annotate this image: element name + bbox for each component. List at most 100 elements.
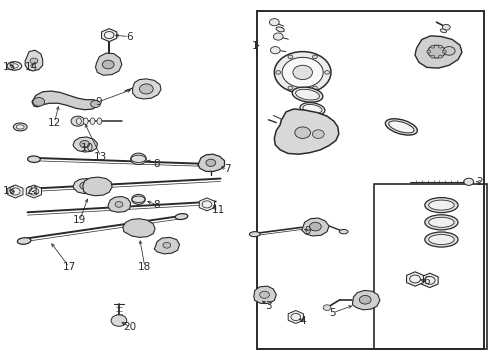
Ellipse shape [132, 196, 145, 203]
Text: 21: 21 [26, 186, 39, 197]
Ellipse shape [300, 103, 325, 115]
Polygon shape [199, 198, 215, 211]
Circle shape [270, 46, 280, 54]
Circle shape [202, 201, 212, 208]
Text: 14: 14 [24, 62, 38, 72]
Text: 18: 18 [138, 262, 151, 272]
Text: 10: 10 [81, 143, 94, 153]
Circle shape [111, 315, 127, 326]
Polygon shape [198, 154, 224, 171]
Ellipse shape [13, 123, 27, 131]
Text: 1: 1 [251, 41, 258, 50]
Circle shape [427, 50, 431, 53]
Ellipse shape [389, 121, 414, 133]
Polygon shape [101, 29, 117, 41]
Circle shape [313, 55, 318, 59]
Circle shape [30, 58, 38, 64]
Circle shape [102, 60, 114, 69]
Circle shape [132, 194, 146, 204]
Text: 13: 13 [94, 152, 107, 162]
Ellipse shape [303, 104, 322, 113]
Circle shape [424, 276, 435, 284]
Ellipse shape [131, 155, 146, 162]
Circle shape [71, 116, 85, 126]
Circle shape [293, 65, 313, 80]
Circle shape [260, 291, 270, 298]
Circle shape [295, 127, 311, 138]
Ellipse shape [83, 118, 88, 125]
Polygon shape [421, 273, 438, 288]
Ellipse shape [76, 118, 81, 125]
Circle shape [442, 50, 446, 53]
Polygon shape [154, 237, 179, 254]
Circle shape [10, 188, 20, 195]
Ellipse shape [295, 89, 319, 100]
Circle shape [80, 182, 90, 189]
Circle shape [140, 84, 153, 94]
Text: 8: 8 [154, 159, 160, 169]
Polygon shape [32, 91, 98, 110]
Text: 16: 16 [3, 186, 16, 197]
Circle shape [274, 51, 331, 93]
Text: 6: 6 [423, 276, 430, 286]
Ellipse shape [276, 27, 284, 32]
Polygon shape [108, 197, 131, 212]
Circle shape [431, 45, 435, 48]
Circle shape [131, 153, 147, 165]
Polygon shape [123, 219, 155, 237]
Polygon shape [288, 311, 303, 323]
Polygon shape [25, 50, 43, 71]
Circle shape [325, 71, 330, 74]
Ellipse shape [429, 234, 454, 244]
Circle shape [270, 19, 279, 26]
Text: 7: 7 [224, 164, 231, 174]
Text: 8: 8 [154, 200, 160, 210]
Ellipse shape [425, 215, 458, 230]
Ellipse shape [425, 198, 458, 213]
Circle shape [163, 242, 171, 248]
Ellipse shape [429, 217, 454, 227]
Ellipse shape [249, 231, 260, 237]
Ellipse shape [198, 162, 209, 168]
Circle shape [115, 202, 123, 207]
Polygon shape [274, 109, 339, 154]
Ellipse shape [7, 62, 22, 70]
Bar [374, 184, 487, 348]
Ellipse shape [27, 156, 40, 162]
Circle shape [464, 178, 474, 185]
Polygon shape [407, 272, 423, 286]
Text: 19: 19 [73, 215, 86, 225]
Circle shape [442, 24, 450, 30]
Polygon shape [96, 53, 122, 75]
Circle shape [431, 55, 435, 58]
Circle shape [310, 222, 321, 231]
Polygon shape [73, 137, 98, 152]
Ellipse shape [17, 238, 31, 244]
Text: 9: 9 [95, 97, 102, 107]
Circle shape [323, 305, 331, 311]
Polygon shape [83, 177, 112, 196]
Text: 11: 11 [212, 206, 225, 216]
Text: 5: 5 [330, 308, 336, 318]
Circle shape [276, 71, 281, 74]
Ellipse shape [385, 119, 417, 135]
Circle shape [313, 130, 324, 138]
Circle shape [439, 45, 442, 48]
Circle shape [282, 57, 323, 87]
Text: 3: 3 [265, 301, 272, 311]
Polygon shape [415, 36, 462, 68]
Ellipse shape [10, 64, 18, 68]
Bar [257, 12, 485, 348]
Circle shape [291, 314, 301, 320]
Polygon shape [8, 185, 23, 198]
Circle shape [439, 55, 442, 58]
Circle shape [288, 55, 293, 59]
Text: 17: 17 [63, 262, 76, 272]
Circle shape [33, 98, 45, 106]
Ellipse shape [429, 200, 454, 210]
Polygon shape [254, 286, 276, 303]
Ellipse shape [97, 118, 102, 125]
Text: 6: 6 [126, 32, 132, 41]
Ellipse shape [175, 213, 188, 220]
Text: 15: 15 [3, 62, 16, 72]
